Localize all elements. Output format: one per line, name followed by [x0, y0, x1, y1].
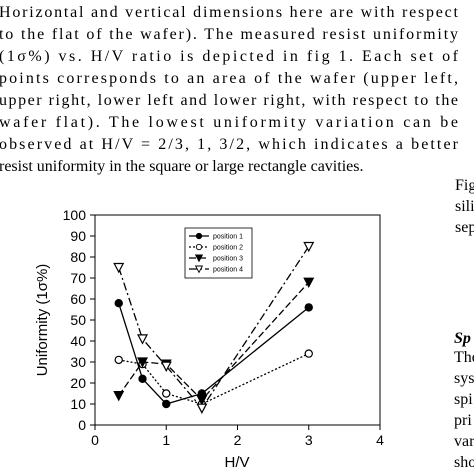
- x-tick-label: 2: [234, 432, 242, 448]
- y-tick-label: 0: [78, 417, 86, 433]
- marker: [303, 241, 315, 253]
- paragraph-line: points corresponds to an area of the waf…: [0, 70, 458, 87]
- marker: [194, 254, 204, 263]
- legend-label: position 3: [213, 256, 243, 263]
- paragraph-line: Horizontal and vertical dimensions here …: [0, 4, 459, 21]
- y-tick-label: 70: [70, 270, 86, 286]
- x-tick-label: 1: [162, 432, 170, 448]
- legend-label: position 2: [213, 245, 243, 252]
- y-tick-label: 50: [70, 312, 86, 328]
- y-tick-label: 30: [70, 354, 86, 370]
- side-text: sys: [454, 370, 474, 387]
- series-line: [118, 246, 310, 410]
- marker: [137, 334, 149, 345]
- marker: [138, 374, 147, 383]
- side-text: sho: [454, 454, 474, 471]
- y-tick-label: 80: [70, 249, 86, 265]
- y-tick-label: 20: [70, 375, 86, 391]
- y-tick-label: 10: [70, 396, 86, 412]
- x-axis-label: H/V: [224, 454, 249, 471]
- marker: [113, 262, 125, 274]
- side-text: The: [454, 349, 474, 366]
- marker: [137, 357, 149, 368]
- marker: [304, 349, 313, 358]
- marker: [303, 277, 315, 288]
- paragraph-line: upper right, lower left and lower right,…: [0, 92, 458, 109]
- side-text: Fig: [455, 177, 474, 194]
- y-tick-label: 100: [63, 207, 87, 223]
- marker: [196, 403, 208, 414]
- marker: [304, 303, 313, 312]
- x-tick-label: 0: [91, 432, 99, 448]
- legend-label: position 4: [213, 267, 243, 274]
- marker: [114, 355, 123, 365]
- y-tick-label: 90: [70, 228, 86, 244]
- paragraph-line: observed at H/V = 2/3, 1, 3/2, which ind…: [0, 136, 459, 153]
- side-text: spi: [454, 391, 473, 408]
- marker: [196, 395, 208, 406]
- side-text: sili: [455, 198, 474, 215]
- side-text: sep: [455, 219, 474, 236]
- y-tick-label: 40: [70, 333, 86, 349]
- paragraph-line: to the flat of the wafer). The measured …: [0, 26, 458, 43]
- marker: [162, 389, 171, 398]
- marker: [162, 399, 171, 409]
- y-axis-label: Uniformity (1σ%): [34, 264, 51, 377]
- side-heading: Sp: [454, 330, 471, 347]
- paragraph-line: resist uniformity in the square or large…: [0, 158, 363, 175]
- marker: [160, 361, 172, 372]
- marker: [194, 265, 204, 274]
- y-tick-label: 60: [70, 291, 86, 307]
- marker: [195, 243, 203, 251]
- marker: [195, 232, 203, 240]
- side-text: pri: [454, 412, 472, 429]
- marker: [113, 391, 125, 402]
- side-text: var: [454, 433, 474, 450]
- legend-label: position 1: [213, 234, 243, 241]
- x-tick-label: 4: [376, 432, 384, 448]
- paragraph-line: wafer flat). The lowest uniformity varia…: [0, 114, 458, 131]
- paragraph-line: (1σ%) vs. H/V ratio is depicted in fig 1…: [0, 48, 459, 65]
- marker: [114, 299, 123, 308]
- x-tick-label: 3: [305, 432, 313, 448]
